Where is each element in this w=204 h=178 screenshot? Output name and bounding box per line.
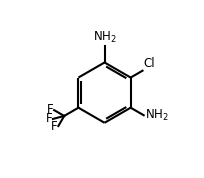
Text: NH$_2$: NH$_2$ bbox=[145, 108, 169, 124]
Text: Cl: Cl bbox=[144, 57, 155, 70]
Text: NH$_2$: NH$_2$ bbox=[93, 30, 116, 45]
Text: F: F bbox=[51, 120, 58, 133]
Text: F: F bbox=[47, 103, 53, 116]
Text: F: F bbox=[45, 112, 52, 125]
